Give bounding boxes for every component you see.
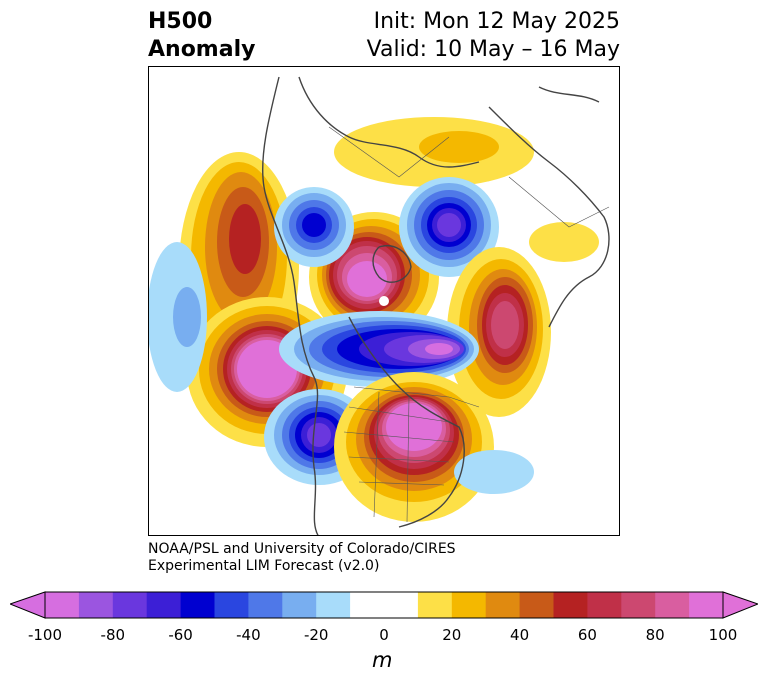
colorbar-unit: m (372, 648, 393, 672)
colorbar-cell (689, 592, 724, 618)
colorbar-tick-label: 0 (379, 626, 389, 644)
title-line-1: H500 (148, 9, 213, 34)
colorbar-tick-label: 100 (708, 626, 738, 644)
colorbar (10, 591, 758, 619)
anomaly-low-far-west (149, 242, 207, 392)
anomaly-high-southeast (334, 372, 494, 522)
colorbar-tick-label: -60 (168, 626, 193, 644)
colorbar-tick-label: -80 (100, 626, 126, 644)
map-svg (149, 76, 610, 535)
colorbar-cell (655, 592, 690, 618)
credit-text: NOAA/PSL and University of Colorado/CIRE… (148, 541, 456, 575)
init-date: Init: Mon 12 May 2025 (373, 9, 620, 34)
colorbar-cell (587, 592, 622, 618)
colorbar-cell (180, 592, 215, 618)
colorbar-cell (282, 592, 317, 618)
colorbar-tick-label: 60 (577, 626, 597, 644)
credit-line-1: NOAA/PSL and University of Colorado/CIRE… (148, 541, 456, 557)
coastlines (261, 76, 610, 535)
colorbar-cell (384, 592, 419, 618)
colorbar-cell (316, 592, 351, 618)
colorbar-cell (485, 592, 521, 618)
valid-range: Valid: 10 May – 16 May (366, 37, 620, 62)
colorbar-extend-high (722, 591, 758, 619)
colorbar-tick-label: 40 (510, 626, 530, 644)
colorbar-cell (350, 592, 385, 618)
anomaly-low-atlantic (454, 450, 534, 494)
credit-line-2: Experimental LIM Forecast (v2.0) (148, 558, 380, 574)
colorbar-cell (553, 592, 588, 618)
anomaly-low-northeast (399, 177, 499, 277)
colorbar-tick-label: 80 (645, 626, 665, 644)
colorbar-tick-label: -100 (27, 626, 63, 644)
colorbar-cell (519, 592, 554, 618)
colorbar-cell (112, 592, 148, 618)
colorbar-cell (621, 592, 656, 618)
anomaly-low-northwest (274, 187, 354, 267)
colorbar-cell (417, 592, 453, 618)
colorbar-cell (45, 592, 80, 618)
title-line-2: Anomaly (148, 37, 256, 62)
colorbar-cell (451, 592, 487, 618)
anomaly-map (148, 66, 620, 536)
map-title: H500 Anomaly (148, 8, 255, 64)
forecast-dates: Init: Mon 12 May 2025 Valid: 10 May – 16… (367, 8, 620, 64)
anomaly-high-east (447, 247, 551, 417)
colorbar-extend-low (10, 591, 46, 619)
colorbar-cell (146, 592, 182, 618)
pole-marker (379, 296, 389, 306)
anomaly-low-center-band (279, 311, 479, 387)
colorbar-cell (78, 592, 114, 618)
colorbar-cell (248, 592, 283, 618)
colorbar-tick-label: -20 (303, 626, 329, 644)
colorbar-cell (214, 592, 249, 618)
anomaly-ridge-north (334, 117, 534, 187)
political-borders (328, 126, 610, 523)
colorbar-tick-label: 20 (442, 626, 462, 644)
colorbar-tick-label: -40 (236, 626, 261, 644)
colorbar-tick-labels: -100 -80 -60 -40 -20 0 20 40 60 80 100 (0, 626, 768, 646)
